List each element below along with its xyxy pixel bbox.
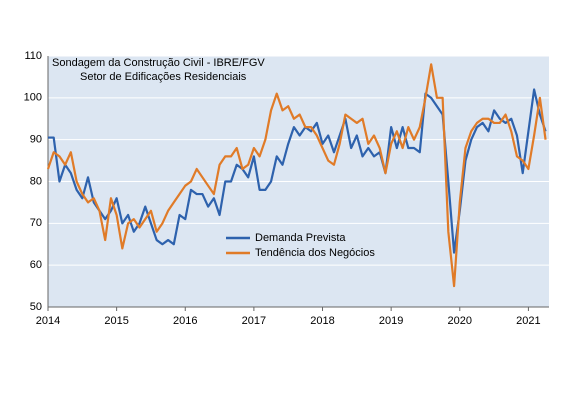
x-tick-label: 2019 xyxy=(379,315,403,327)
x-tick-label: 2021 xyxy=(516,315,540,327)
chart-subtitle: Setor de Edificações Residenciais xyxy=(80,71,247,83)
x-tick-label: 2018 xyxy=(310,315,334,327)
y-tick-label: 100 xyxy=(24,92,42,104)
y-tick-label: 50 xyxy=(30,301,42,313)
y-tick-label: 110 xyxy=(24,50,42,62)
x-tick-label: 2020 xyxy=(448,315,472,327)
legend-label: Demanda Prevista xyxy=(255,232,346,244)
x-tick-label: 2017 xyxy=(242,315,266,327)
x-tick-label: 2014 xyxy=(36,315,60,327)
line-series xyxy=(46,63,547,288)
x-tick-label: 2016 xyxy=(173,315,197,327)
y-tick-label: 80 xyxy=(30,175,42,187)
y-tick-label: 70 xyxy=(30,217,42,229)
legend-label: Tendência dos Negócios xyxy=(255,247,375,259)
y-tick-label: 60 xyxy=(30,259,42,271)
y-tick-label: 90 xyxy=(30,134,42,146)
chart-title: Sondagem da Construção Civil - IBRE/FGV xyxy=(52,57,265,69)
x-tick-label: 2015 xyxy=(104,315,128,327)
